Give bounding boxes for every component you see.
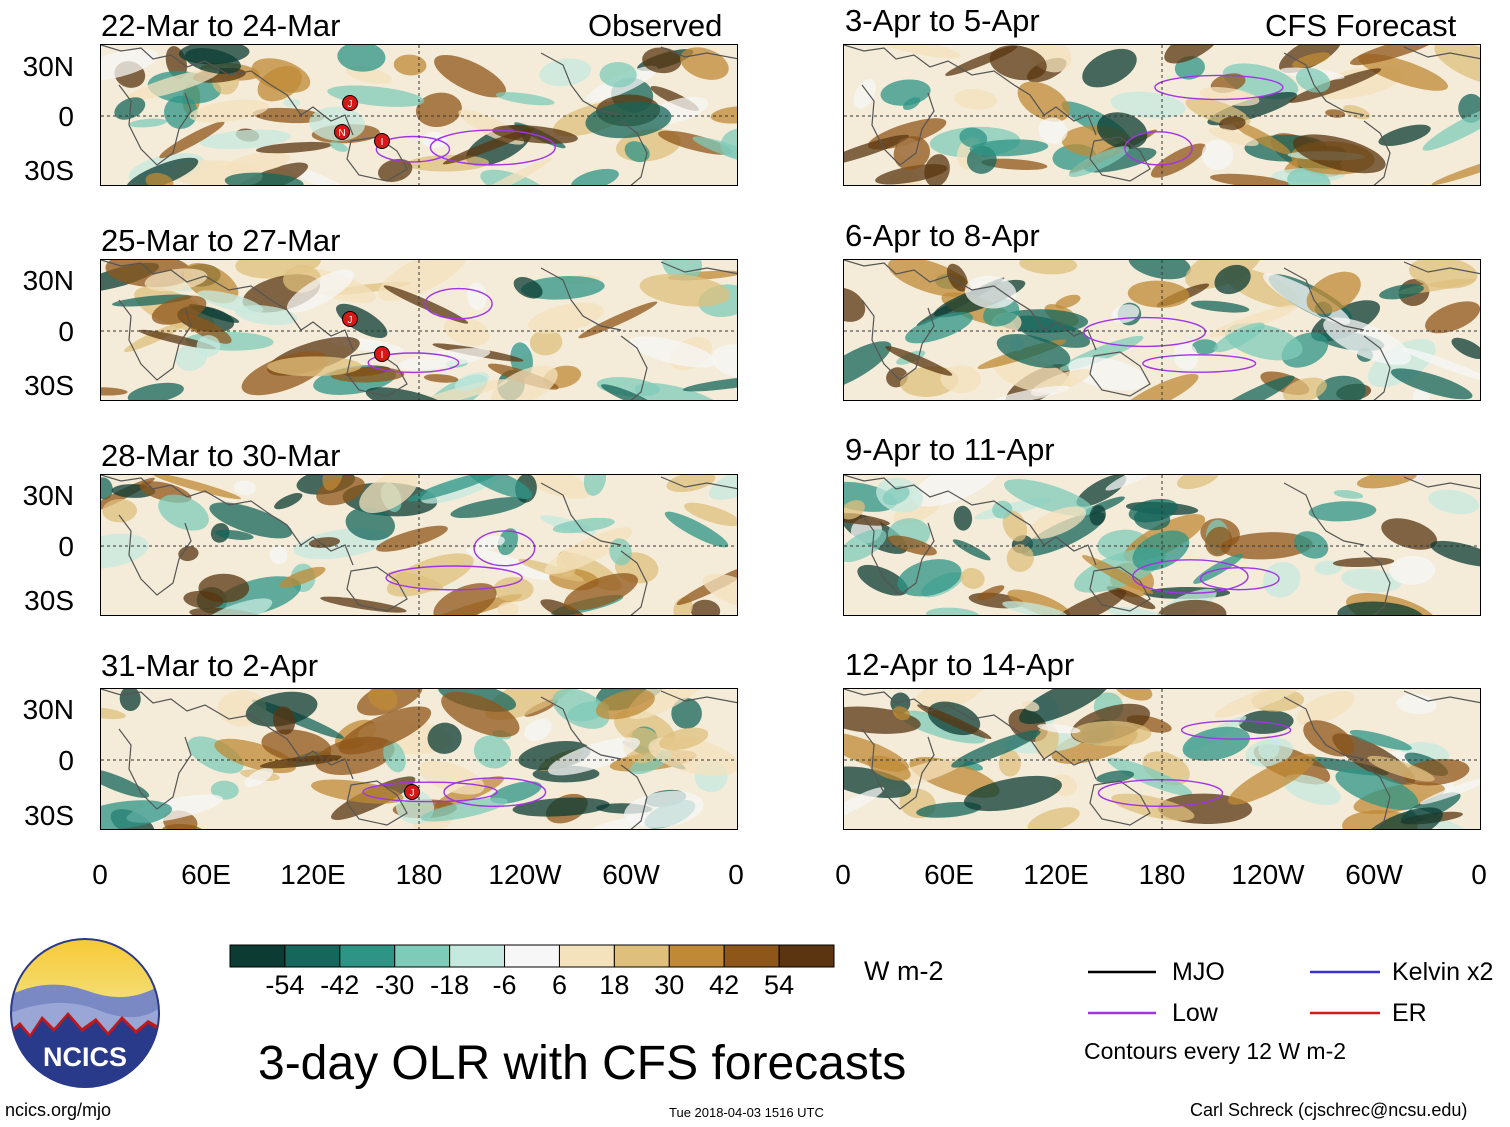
colorbar-swatch: [613, 944, 670, 968]
storm-marker: I: [373, 132, 391, 155]
lat-label-30n: 30N: [22, 480, 74, 511]
colorbar-swatch: [723, 944, 780, 968]
colorbar-label: 18: [599, 970, 630, 1000]
colorbar-label: -6: [492, 970, 517, 1000]
colorbar-swatch: [229, 944, 286, 968]
colorbar-swatch: [668, 944, 725, 968]
legend: [1088, 961, 1508, 1036]
credit: Carl Schreck (cjschrec@ncsu.edu): [1190, 1100, 1468, 1120]
lat-label-30n: 30N: [22, 51, 74, 82]
storm-marker: I: [373, 345, 391, 368]
lat-label-30s: 30S: [24, 800, 74, 831]
map-panel-observed-1: [100, 44, 738, 186]
lat-label-30n: 30N: [22, 694, 74, 725]
panel-title-fc-1: 3-Apr to 5-Apr: [845, 3, 1040, 38]
lon-label: 60W: [602, 859, 660, 890]
lon-label: 0: [835, 859, 851, 890]
panel-title-fc-2: 6-Apr to 8-Apr: [845, 218, 1040, 253]
colorbar-label: 6: [551, 970, 567, 1000]
colorbar-label: -42: [320, 970, 360, 1000]
colorbar-swatch: [339, 944, 396, 968]
panel-title-obs-1: 22-Mar to 24-Mar: [101, 8, 341, 43]
map-panel-observed-3: [100, 474, 738, 616]
colorbar-units: W m-2: [864, 956, 944, 986]
map-panel-observed-2: [100, 259, 738, 401]
colorbar-label: -30: [375, 970, 415, 1000]
colorbar-label: 42: [709, 970, 740, 1000]
lat-label-30s: 30S: [24, 155, 74, 186]
lat-label-eq: 0: [58, 316, 74, 347]
legend-label-mjo: MJO: [1172, 958, 1225, 986]
map-panel-forecast-1: [843, 44, 1481, 186]
lon-label: 60E: [924, 859, 974, 890]
lon-label: 0: [728, 859, 744, 890]
svg-text:I: I: [381, 137, 384, 148]
colorbar-swatch: [394, 944, 451, 968]
lon-label: 0: [92, 859, 108, 890]
lon-label: 60E: [181, 859, 231, 890]
svg-text:I: I: [381, 350, 384, 361]
forecast-label: CFS Forecast: [1265, 8, 1457, 43]
lat-label-eq: 0: [58, 745, 74, 776]
colorbar: [229, 944, 835, 973]
lon-label: 120W: [488, 859, 562, 890]
map-panel-forecast-2: [843, 259, 1481, 401]
panel-title-obs-2: 25-Mar to 27-Mar: [101, 223, 341, 258]
svg-text:J: J: [410, 788, 415, 799]
timestamp: Tue 2018-04-03 1516 UTC: [669, 1105, 824, 1120]
panel-title-obs-3: 28-Mar to 30-Mar: [101, 438, 341, 473]
storm-marker: J: [341, 94, 359, 117]
colorbar-label: -54: [265, 970, 305, 1000]
lon-label: 60W: [1345, 859, 1403, 890]
panel-title-fc-3: 9-Apr to 11-Apr: [845, 432, 1055, 467]
colorbar-label: -18: [430, 970, 470, 1000]
lon-label: 180: [1138, 859, 1186, 890]
colorbar-label: 30: [654, 970, 685, 1000]
lon-label: 120E: [1023, 859, 1089, 890]
site-url[interactable]: ncics.org/mjo: [5, 1100, 112, 1120]
storm-marker: J: [341, 310, 359, 333]
colorbar-swatch: [558, 944, 615, 968]
ncics-logo-text: NCICS: [43, 1042, 127, 1072]
colorbar-swatch: [778, 944, 835, 968]
map-panel-observed-4: [100, 688, 738, 830]
lat-label-30s: 30S: [24, 370, 74, 401]
colorbar-label: 54: [764, 970, 795, 1000]
lon-label: 120W: [1231, 859, 1305, 890]
observed-label: Observed: [588, 8, 723, 43]
main-title: 3-day OLR with CFS forecasts: [258, 1037, 907, 1090]
svg-text:N: N: [338, 128, 345, 139]
lon-label: 180: [395, 859, 443, 890]
ncics-logo: NCICS: [8, 936, 162, 1095]
colorbar-swatch: [504, 944, 560, 968]
storm-marker: J: [403, 783, 421, 806]
lat-label-eq: 0: [58, 101, 74, 132]
lat-label-eq: 0: [58, 531, 74, 562]
legend-label-kelvin: Kelvin x2: [1392, 958, 1494, 986]
lat-label-30n: 30N: [22, 265, 74, 296]
map-panel-forecast-4: [843, 688, 1481, 830]
panel-title-fc-4: 12-Apr to 14-Apr: [845, 647, 1075, 682]
svg-text:J: J: [348, 315, 353, 326]
storm-marker: N: [333, 123, 351, 146]
legend-label-low: Low: [1172, 999, 1218, 1027]
lon-label: 0: [1471, 859, 1487, 890]
colorbar-swatch: [284, 944, 341, 968]
legend-label-er: ER: [1392, 999, 1427, 1027]
lon-label: 120E: [280, 859, 346, 890]
contours-note: Contours every 12 W m-2: [1084, 1038, 1347, 1064]
svg-text:J: J: [348, 99, 353, 110]
colorbar-swatch: [449, 944, 506, 968]
panel-title-obs-4: 31-Mar to 2-Apr: [101, 648, 319, 683]
lat-label-30s: 30S: [24, 585, 74, 616]
map-panel-forecast-3: [843, 474, 1481, 616]
